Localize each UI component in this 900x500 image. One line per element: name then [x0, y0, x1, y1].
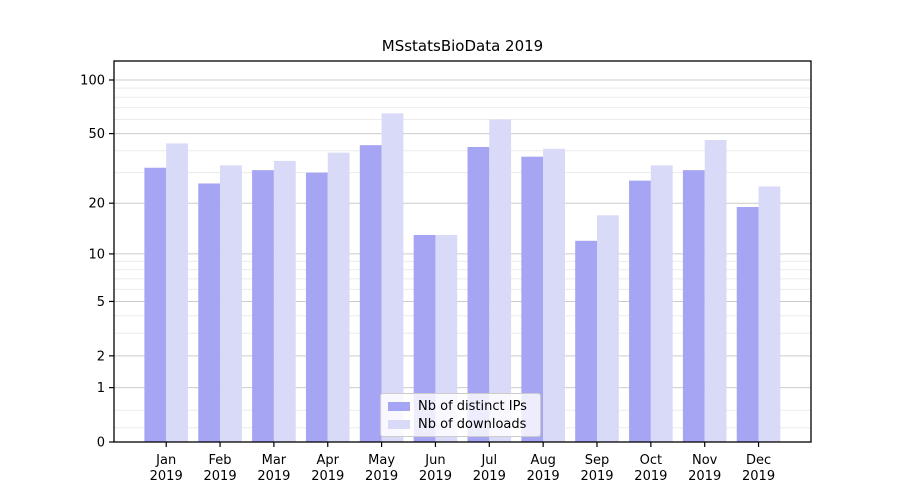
chart-title: MSstatsBioData 2019	[381, 37, 544, 55]
bar-downloads-jun	[435, 234, 458, 442]
x-tick-label-jan: Jan	[155, 453, 176, 468]
legend-item-distinct-ips: Nb of distinct IPs	[388, 399, 540, 414]
bar-ips-jan	[144, 167, 167, 442]
bar-downloads-aug	[543, 148, 565, 443]
bar-ips-apr	[305, 172, 328, 443]
y-tick-label-100: 100	[80, 74, 105, 89]
bar-downloads-feb	[220, 165, 242, 442]
x-tick-year-sep: 2019	[580, 469, 613, 484]
x-tick-year-oct: 2019	[634, 469, 667, 484]
x-tick-label-nov: Nov	[692, 453, 718, 468]
y-tick-label-0: 0	[97, 436, 105, 451]
legend: Nb of distinct IPs Nb of downloads	[380, 393, 541, 437]
x-tick-label-sep: Sep	[585, 453, 610, 468]
x-tick-year-aug: 2019	[527, 469, 560, 484]
legend-swatch-distinct-ips	[388, 401, 410, 411]
x-tick-year-mar: 2019	[257, 469, 290, 484]
y-tick-label-1: 1	[97, 381, 105, 396]
bar-ips-sep	[575, 240, 597, 442]
x-tick-year-may: 2019	[365, 469, 398, 484]
bar-downloads-mar	[273, 160, 296, 443]
x-tick-year-nov: 2019	[688, 469, 721, 484]
bar-downloads-may	[381, 113, 404, 442]
x-tick-year-jun: 2019	[419, 469, 452, 484]
bar-ips-oct	[629, 180, 651, 442]
x-tick-label-apr: Apr	[317, 453, 340, 468]
bar-ips-dec	[736, 207, 759, 442]
legend-label-downloads: Nb of downloads	[418, 416, 527, 432]
x-tick-year-apr: 2019	[311, 469, 344, 484]
x-tick-label-dec: Dec	[746, 453, 771, 468]
bar-ips-aug	[521, 156, 544, 442]
y-tick-label-20: 20	[88, 197, 105, 212]
plot-frame	[113, 60, 812, 443]
x-tick-label-jul: Jul	[480, 453, 497, 468]
legend-swatch-downloads	[388, 419, 410, 429]
x-tick-label-aug: Aug	[530, 453, 555, 468]
x-tick-year-dec: 2019	[742, 469, 775, 484]
bar-ips-feb	[198, 183, 221, 442]
y-tick-label-2: 2	[97, 349, 105, 364]
x-tick-label-feb: Feb	[209, 453, 232, 468]
y-tick-label-50: 50	[88, 127, 105, 142]
bar-downloads-dec	[758, 186, 781, 442]
x-tick-label-may: May	[368, 453, 395, 468]
bar-downloads-jan	[166, 143, 188, 442]
legend-label-distinct-ips: Nb of distinct IPs	[418, 398, 527, 414]
x-tick-label-mar: Mar	[262, 453, 287, 468]
bar-ips-jul	[467, 146, 490, 442]
bar-ips-mar	[252, 170, 274, 443]
legend-item-downloads: Nb of downloads	[388, 417, 540, 432]
bar-downloads-nov	[704, 140, 727, 442]
bar-downloads-apr	[327, 152, 350, 442]
y-tick-label-5: 5	[97, 295, 105, 310]
bar-ips-may	[359, 145, 382, 443]
bar-downloads-sep	[597, 215, 619, 442]
bar-downloads-oct	[650, 165, 673, 442]
bar-ips-nov	[682, 170, 705, 443]
bar-downloads-jul	[489, 119, 512, 443]
x-tick-label-jun: Jun	[424, 453, 445, 468]
x-tick-year-jul: 2019	[473, 469, 506, 484]
bar-ips-jun	[413, 234, 436, 442]
x-tick-label-oct: Oct	[640, 453, 662, 468]
y-tick-label-10: 10	[88, 247, 105, 262]
x-tick-year-feb: 2019	[204, 469, 237, 484]
x-tick-year-jan: 2019	[150, 469, 183, 484]
